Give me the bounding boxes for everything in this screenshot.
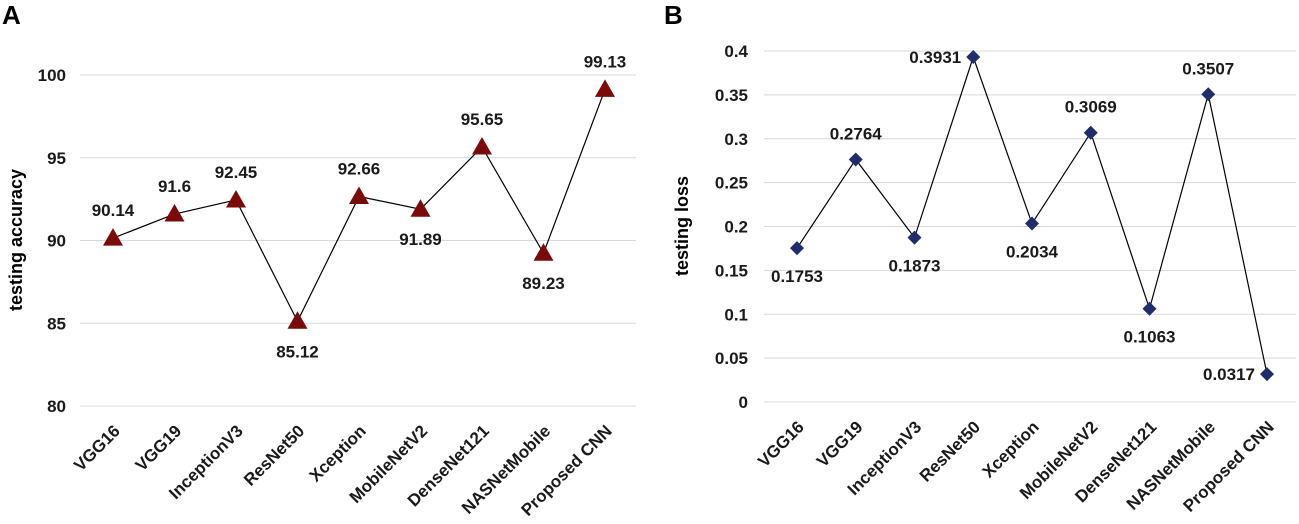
y-tick-label-b: 0 (739, 393, 748, 412)
data-labels-b: 0.1753 0.2764 0.1873 0.3931 0.2034 0.3069 0.10… (771, 48, 1255, 384)
data-point-a (472, 136, 492, 155)
x-tick-label-b: VGG19 (813, 417, 867, 471)
y-axis-label-b: testing loss (672, 176, 692, 276)
x-tick-label-a: Xception (306, 421, 370, 485)
data-label-a: 91.89 (399, 230, 442, 249)
y-tick-label-b: 0.25 (715, 174, 748, 193)
series-line-b (796, 55, 1268, 375)
data-label-b: 0.2764 (830, 124, 883, 143)
data-label-b: 0.3931 (909, 48, 961, 67)
data-label-b: 0.2034 (1006, 243, 1059, 262)
data-point-b (1260, 367, 1274, 382)
data-label-b: 0.0317 (1203, 365, 1255, 384)
x-tick-label-a: ResNet50 (240, 421, 308, 489)
data-point-b (966, 50, 981, 65)
x-ticks-b: VGG16 VGG19InceptionV3ResNet50XceptionMob… (754, 417, 1278, 515)
data-point-b (790, 241, 804, 256)
y-tick-label-a: 95 (47, 149, 66, 168)
x-tick-label-b: ResNet50 (916, 417, 984, 485)
data-label-b: 0.1753 (771, 267, 823, 286)
data-point-a (287, 311, 308, 329)
data-point-b (1201, 87, 1216, 102)
y-ticks-a: 80 85 90 95 100 (38, 66, 66, 416)
data-point-b (1083, 125, 1098, 140)
data-point-b (907, 230, 922, 245)
y-tick-label-b: 0.3 (724, 130, 748, 149)
data-point-a (533, 243, 554, 261)
data-point-a (164, 204, 185, 222)
y-tick-label-b: 0.1 (724, 305, 748, 324)
data-label-a: 95.65 (461, 110, 504, 129)
chart-panel-a: A testing accuracy 80 85 90 95 100 VGG16 VGG1… (2, 0, 636, 520)
data-label-a: 92.45 (215, 163, 258, 182)
data-point-a (103, 228, 123, 246)
data-point-b (1025, 216, 1039, 231)
data-point-b (1142, 301, 1157, 316)
data-label-a: 92.66 (338, 159, 381, 178)
gridlines-a (80, 74, 636, 407)
data-label-b: 0.3507 (1182, 59, 1234, 78)
x-tick-label-a: VGG16 (70, 421, 124, 475)
y-tick-label-b: 0.2 (724, 218, 748, 237)
x-tick-label-b: VGG16 (754, 417, 808, 471)
chart-panel-b: B testing loss 0 0.05 0.1 0.15 0.2 0.25 0.3 0.3… (664, 0, 1296, 516)
data-label-b: 0.3069 (1065, 98, 1117, 117)
y-ticks-b: 0 0.05 0.1 0.15 0.2 0.25 0.3 0.35 0.4 (715, 42, 749, 412)
data-point-a (410, 199, 431, 217)
series-line-b (796, 55, 1268, 375)
data-label-b: 0.1873 (889, 257, 941, 276)
panel-letter-b: B (664, 0, 683, 30)
y-tick-label-a: 85 (47, 314, 66, 333)
data-point-b (848, 152, 863, 167)
x-ticks-a: VGG16 VGG19InceptionV3ResNet50XceptionMob… (70, 421, 616, 519)
data-label-b: 0.1063 (1124, 328, 1176, 347)
y-tick-label-a: 100 (38, 66, 66, 85)
data-label-a: 91.6 (158, 177, 191, 196)
markers-b (790, 50, 1274, 382)
data-labels-a: 90.14 91.6 92.45 85.12 92.66 91.89 95.65 89.23 9… (92, 52, 627, 361)
data-label-a: 90.14 (92, 201, 135, 220)
x-tick-label-a: VGG19 (132, 421, 186, 475)
y-tick-label-b: 0.05 (715, 349, 748, 368)
data-point-a (349, 186, 369, 204)
data-label-a: 99.13 (584, 52, 627, 71)
data-label-a: 89.23 (522, 274, 565, 293)
panel-letter-a: A (2, 0, 21, 30)
y-tick-label-b: 0.15 (715, 261, 748, 280)
y-axis-label-a: testing accuracy (6, 169, 26, 311)
y-tick-label-b: 0.35 (715, 86, 748, 105)
y-tick-label-a: 90 (47, 232, 66, 251)
data-point-a (595, 79, 615, 97)
y-tick-label-b: 0.4 (724, 42, 748, 61)
markers-a (103, 79, 615, 329)
y-tick-label-a: 80 (47, 397, 66, 416)
data-label-a: 85.12 (276, 342, 319, 361)
data-point-a (226, 189, 246, 208)
